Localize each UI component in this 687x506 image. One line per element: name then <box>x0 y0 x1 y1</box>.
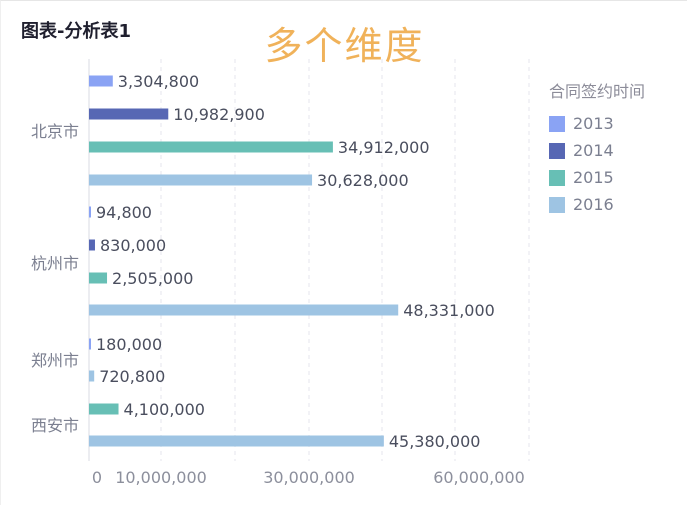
x-tick-label: 60,000,000 <box>433 468 525 487</box>
bar <box>89 174 313 186</box>
data-label: 3,304,800 <box>118 72 199 91</box>
category-label: 北京市 <box>31 122 79 141</box>
bar <box>89 435 384 447</box>
legend-label: 2016 <box>573 195 614 214</box>
bar <box>89 108 169 120</box>
legend-label: 2013 <box>573 114 614 133</box>
data-label: 180,000 <box>96 335 162 354</box>
bar <box>89 75 113 87</box>
data-label: 830,000 <box>100 236 166 255</box>
legend-item[interactable]: 2015 <box>549 164 645 191</box>
legend-title: 合同签约时间 <box>549 82 646 101</box>
bar <box>89 206 91 218</box>
panel-title: 图表-分析表1 <box>21 21 131 42</box>
legend-label: 2014 <box>573 141 614 160</box>
data-label: 48,331,000 <box>403 301 495 320</box>
bar <box>89 338 91 350</box>
data-label: 94,800 <box>96 203 152 222</box>
x-tick-label: 30,000,000 <box>263 468 355 487</box>
legend-item[interactable]: 2013 <box>549 110 645 137</box>
legend-label: 2015 <box>573 168 614 187</box>
bar <box>89 141 333 153</box>
legend-item[interactable]: 2014 <box>549 137 645 164</box>
legend-swatch <box>549 142 565 159</box>
bar <box>89 239 95 251</box>
legend-swatch <box>549 115 565 132</box>
data-label: 4,100,000 <box>124 400 205 419</box>
bar <box>89 370 95 382</box>
category-label: 杭州市 <box>31 254 79 273</box>
data-label: 30,628,000 <box>317 171 409 190</box>
legend-swatch <box>549 169 565 186</box>
category-label: 西安市 <box>31 416 79 435</box>
chart-title: 多个维度 <box>264 24 425 68</box>
bar <box>89 304 399 316</box>
category-label: 郑州市 <box>31 351 79 370</box>
x-tick-label: 10,000,000 <box>115 468 207 487</box>
x-tick-label: 0 <box>92 468 102 487</box>
data-label: 2,505,000 <box>112 269 193 288</box>
bar <box>89 272 108 284</box>
data-label: 45,380,000 <box>389 432 481 451</box>
data-label: 720,800 <box>99 367 165 386</box>
legend-swatch <box>549 196 565 213</box>
data-label: 34,912,000 <box>338 138 430 157</box>
legend-item[interactable]: 2016 <box>549 191 645 218</box>
bar <box>89 403 119 415</box>
data-label: 10,982,900 <box>173 105 265 124</box>
legend-items: 2013 2014 2015 2016 <box>549 110 645 218</box>
legend: 合同签约时间 2013 2014 2015 2016 <box>549 78 645 218</box>
